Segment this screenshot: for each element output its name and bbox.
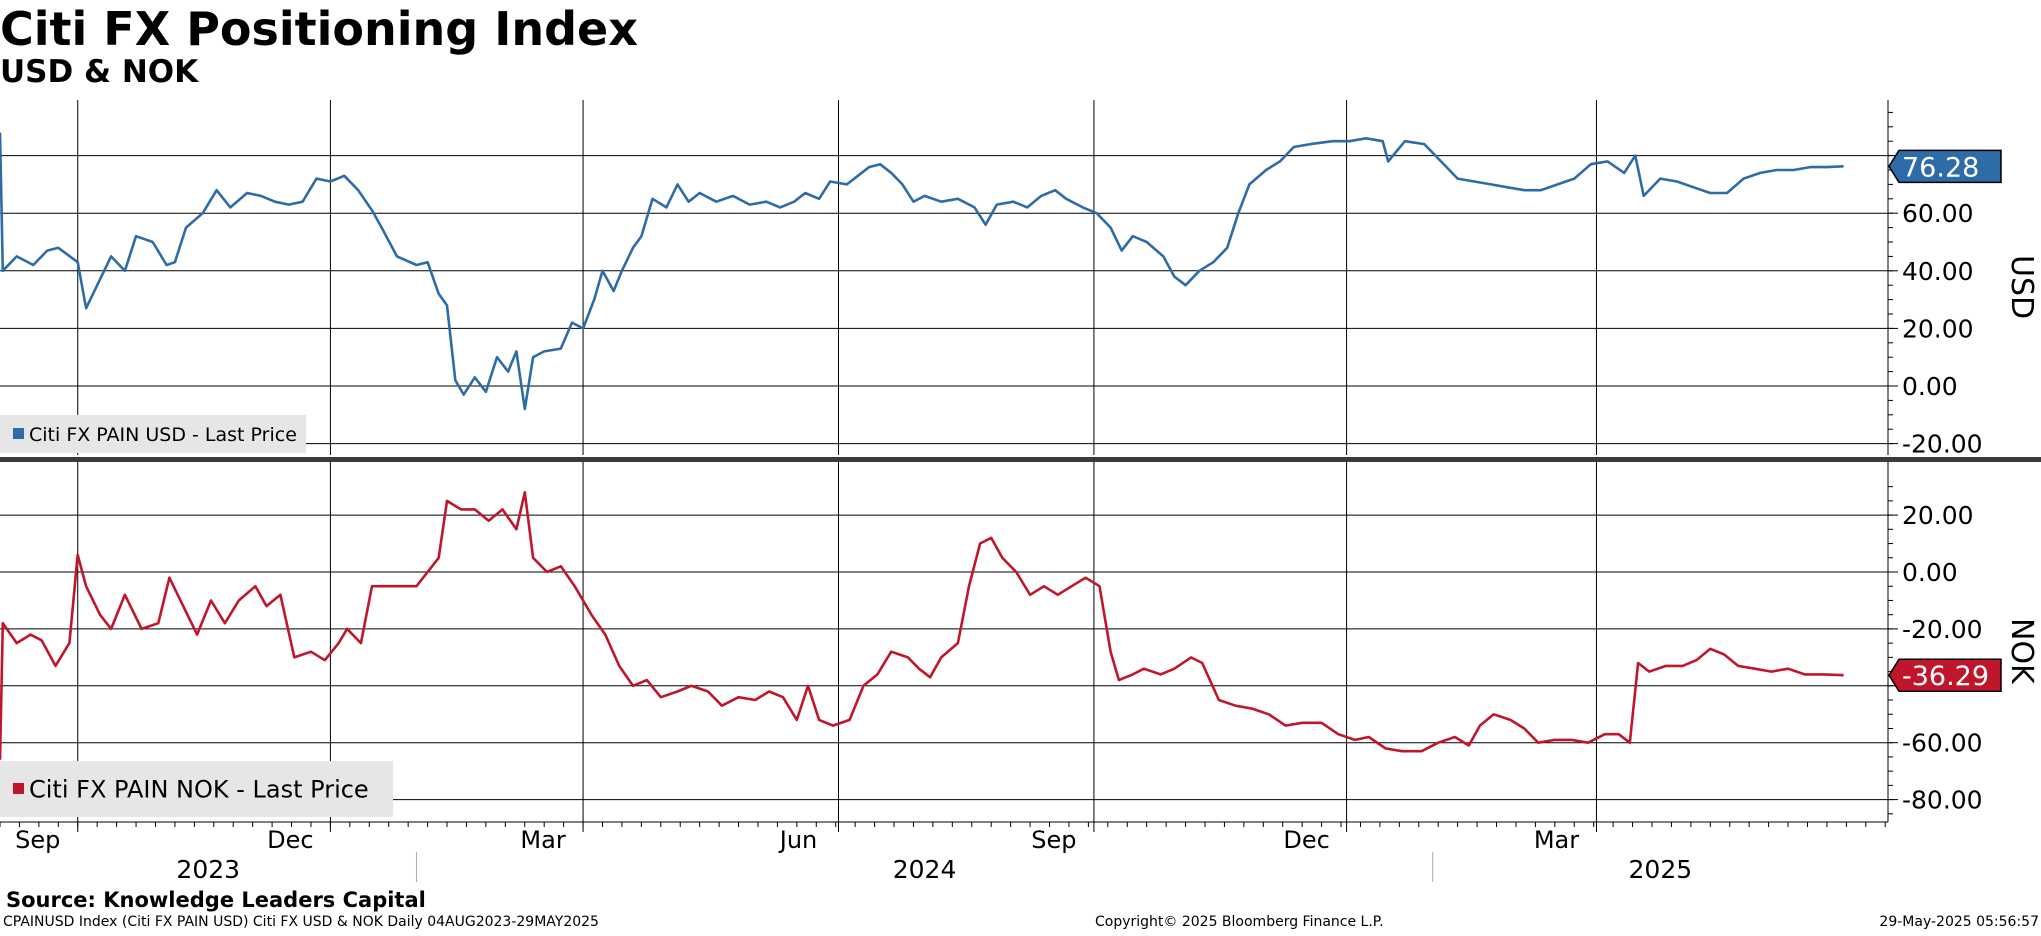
footer-index-description: CPAINUSD Index (Citi FX PAIN USD) Citi F…	[3, 914, 599, 930]
x-tick-label: Dec	[1283, 826, 1329, 854]
legend-box	[0, 415, 306, 453]
x-tick-label: Jun	[778, 826, 818, 854]
y-axis-title: NOK	[2004, 618, 2039, 685]
series-line	[0, 132, 1844, 411]
x-tick-label: Sep	[15, 826, 60, 854]
x-year-label: 2025	[1629, 855, 1693, 884]
y-tick-label: -20.00	[1902, 430, 1983, 459]
y-tick-label: -60.00	[1902, 729, 1983, 758]
y-tick-label: -80.00	[1902, 786, 1983, 815]
footer-timestamp: 29-May-2025 05:56:57	[1879, 914, 2039, 930]
y-tick-label: 60.00	[1902, 199, 1974, 228]
source-note: Source: Knowledge Leaders Capital	[6, 888, 426, 912]
grid-layer	[0, 100, 2041, 822]
x-year-label: 2023	[176, 855, 240, 884]
y-axis-title: USD	[2004, 255, 2039, 319]
x-tick-label: Mar	[1534, 826, 1579, 854]
y-tick-label: 20.00	[1902, 314, 1974, 343]
x-tick-label: Dec	[267, 826, 313, 854]
x-year-label: 2024	[893, 855, 957, 884]
legend-layer: Citi FX PAIN USD - Last Price Citi FX PAI…	[0, 415, 393, 817]
legend: Citi FX PAIN NOK - Last Price	[0, 761, 393, 817]
last-value-text: 76.28	[1902, 152, 1979, 183]
axis-layer: -20.00 0.00 20.00 40.00 60.00 USD 76.28 -80.00 -…	[0, 100, 2039, 884]
panel-divider	[0, 457, 2041, 462]
legend-swatch	[13, 783, 24, 794]
y-tick-label: -20.00	[1902, 615, 1983, 644]
last-value-box	[1888, 149, 2002, 184]
y-tick-label: 0.00	[1902, 558, 1958, 587]
series-line	[0, 491, 1844, 760]
last-value-text: -36.29	[1902, 661, 1989, 692]
x-tick-label: Mar	[520, 826, 565, 854]
last-value-label: 76.28	[1888, 149, 2002, 184]
y-tick-label: 40.00	[1902, 257, 1974, 286]
y-tick-label: 20.00	[1902, 501, 1974, 530]
legend-label: Citi FX PAIN NOK - Last Price	[29, 776, 369, 804]
y-tick-label: 0.00	[1902, 372, 1958, 401]
last-value-label: -36.29	[1888, 658, 2002, 692]
legend-box	[0, 761, 393, 817]
footer-copyright: Copyright© 2025 Bloomberg Finance L.P.	[1095, 914, 1384, 930]
legend: Citi FX PAIN USD - Last Price	[0, 415, 306, 453]
last-value-box	[1888, 658, 2002, 692]
chart-title: Citi FX Positioning Index	[0, 2, 638, 56]
legend-label: Citi FX PAIN USD - Last Price	[29, 424, 297, 446]
chart-subtitle: USD & NOK	[0, 54, 199, 90]
x-tick-label: Sep	[1031, 826, 1076, 854]
legend-swatch	[13, 428, 24, 439]
series-layer	[0, 132, 1844, 760]
